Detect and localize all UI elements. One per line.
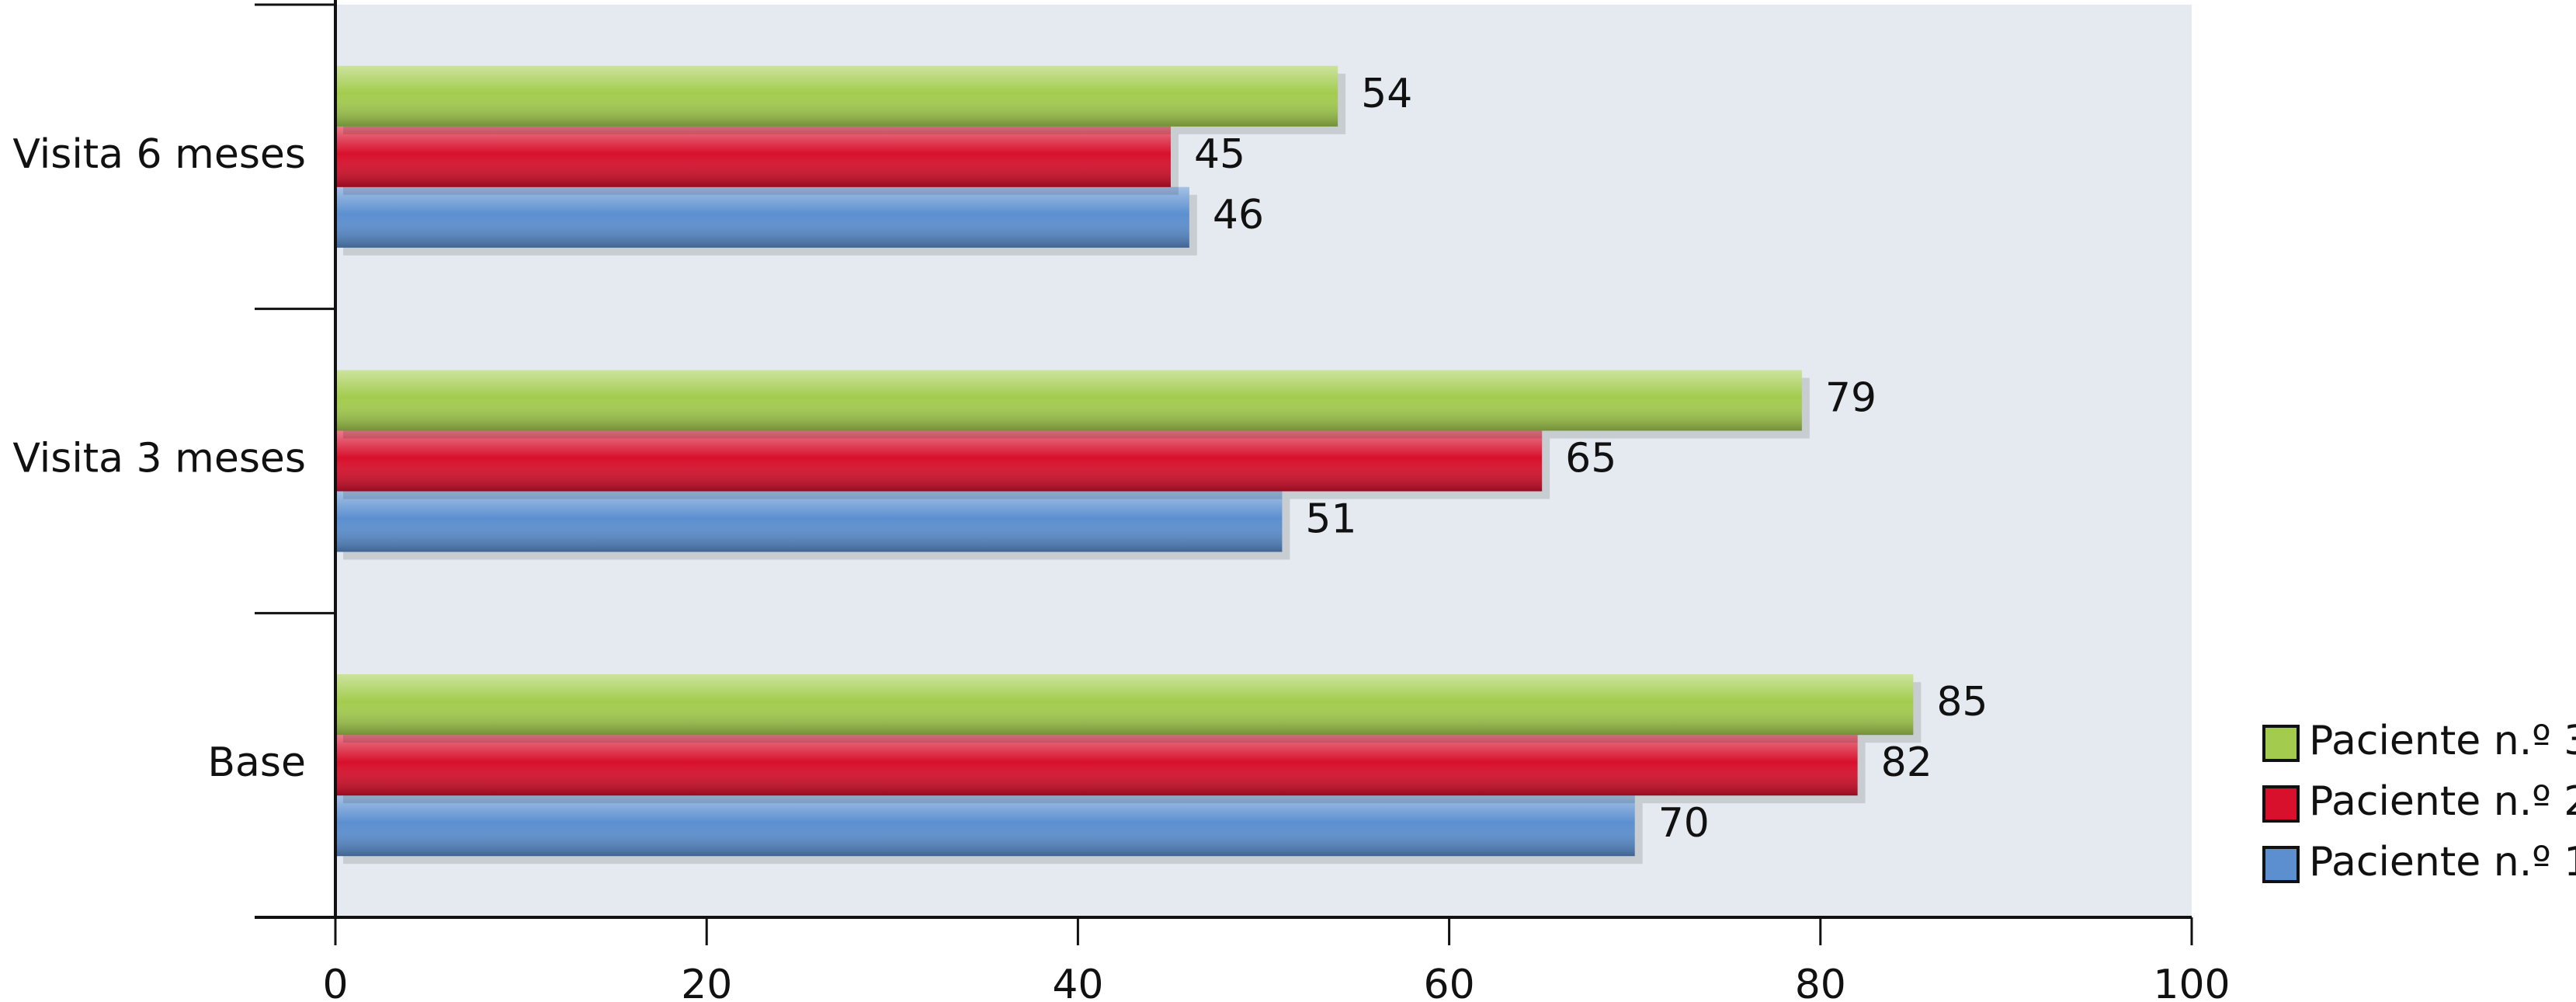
bar-shade — [335, 370, 1802, 431]
data-label: 79 — [1825, 375, 1876, 422]
data-label: 85 — [1936, 679, 1988, 725]
legend-swatch — [2262, 785, 2300, 823]
legend-label: Paciente n.º 2 — [2309, 778, 2576, 825]
y-tick-label: Visita 6 meses — [12, 131, 306, 178]
legend-swatch — [2262, 846, 2300, 883]
data-label: 51 — [1305, 496, 1356, 543]
x-tick-label: 80 — [1795, 962, 1846, 1002]
y-tick-label: Base — [207, 739, 306, 786]
data-label: 54 — [1361, 71, 1412, 117]
legend-label: Paciente n.º 1 — [2309, 839, 2576, 885]
data-label: 46 — [1213, 192, 1264, 238]
x-tick-label: 60 — [1424, 962, 1475, 1002]
bar-shade — [335, 126, 1171, 187]
legend-label: Paciente n.º 3 — [2309, 718, 2576, 764]
bar-shade — [335, 186, 1189, 248]
y-tick-label: Visita 3 meses — [12, 436, 306, 482]
bar-shade — [335, 735, 1858, 796]
data-label: 65 — [1565, 436, 1616, 482]
data-label: 45 — [1194, 131, 1245, 178]
data-label: 70 — [1658, 800, 1710, 847]
x-tick-label: 100 — [2153, 962, 2230, 1002]
bar-shade — [335, 430, 1543, 492]
x-tick-label: 20 — [681, 962, 732, 1002]
legend-swatch — [2262, 725, 2300, 762]
bar-shade — [335, 674, 1914, 736]
bar-shade — [335, 795, 1635, 857]
x-tick-label: 0 — [322, 962, 348, 1002]
bar-shade — [335, 491, 1283, 552]
bar-shade — [335, 65, 1338, 127]
x-tick-label: 40 — [1052, 962, 1103, 1002]
data-label: 82 — [1881, 739, 1932, 786]
